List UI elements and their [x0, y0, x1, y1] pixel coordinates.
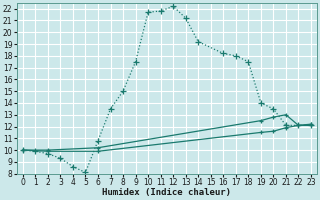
X-axis label: Humidex (Indice chaleur): Humidex (Indice chaleur) [102, 188, 231, 197]
